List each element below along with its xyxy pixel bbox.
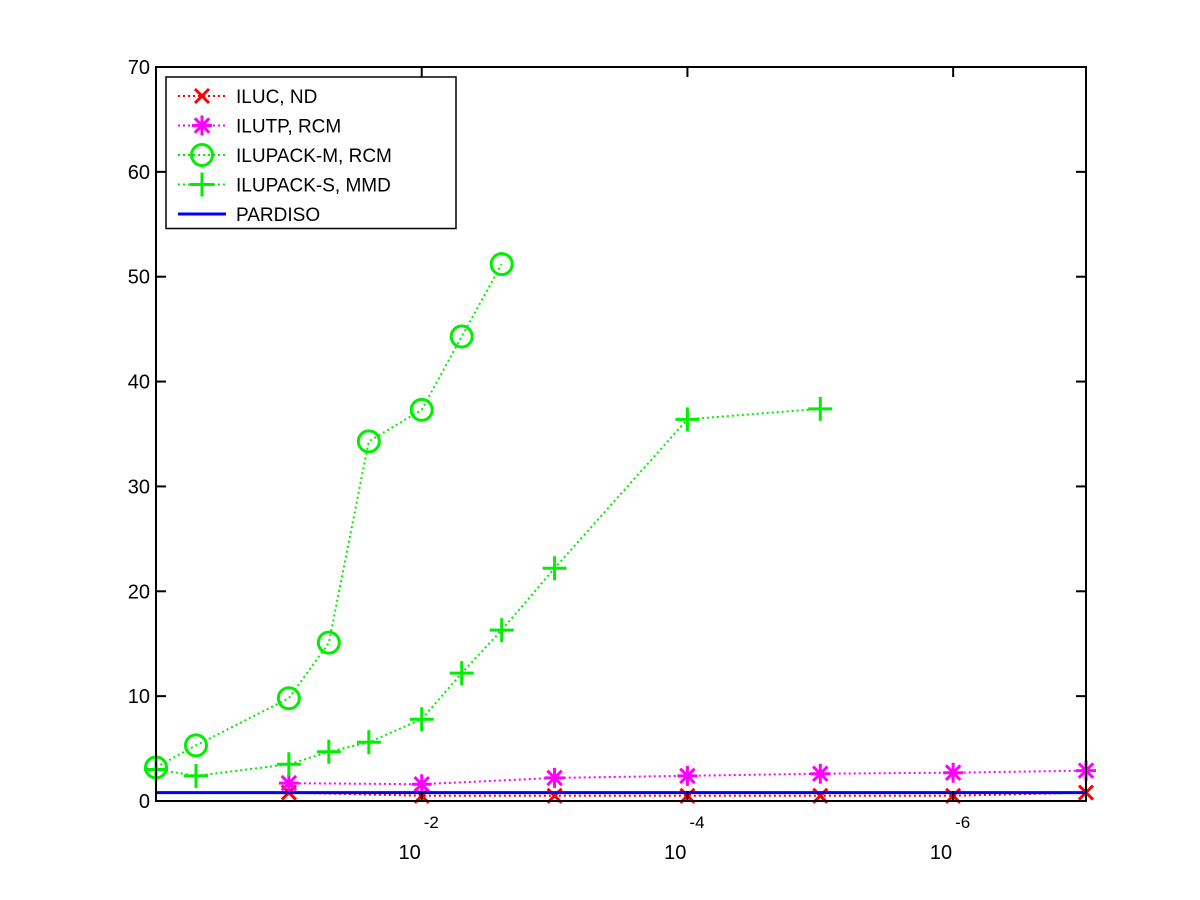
legend: ILUC, ND ILUTP, RCM ILUPACK-M, RCM ILUPACK-… — [165, 76, 457, 230]
y-tick-label: 40 — [128, 372, 150, 394]
data-marker-plus — [449, 661, 474, 686]
data-marker-circle — [356, 429, 381, 454]
data-marker-plus — [675, 407, 700, 432]
data-marker-circle — [449, 324, 474, 349]
data-marker-x — [193, 87, 211, 105]
data-marker-star — [810, 763, 831, 784]
data-marker-plus — [316, 739, 341, 764]
legend-label: ILUPACK-M, RCM — [236, 146, 392, 167]
y-tick-label: 50 — [128, 267, 150, 289]
legend-label: ILUC, ND — [236, 87, 317, 108]
x-tick-base: 10 — [398, 842, 420, 864]
series-ilupack-m-rcm — [144, 252, 514, 780]
x-tick-exponent: -6 — [955, 813, 970, 832]
data-marker-plus — [808, 396, 833, 421]
y-tick-label: 30 — [128, 476, 150, 498]
legend-box — [165, 76, 457, 230]
x-tick-base: 10 — [930, 842, 952, 864]
legend-entry: ILUC, ND — [178, 87, 317, 108]
data-marker-circle — [183, 733, 208, 758]
data-marker-star — [544, 767, 565, 788]
legend-entry: ILUPACK-S, MMD — [178, 172, 391, 197]
data-marker-circle — [489, 252, 514, 277]
data-marker-star — [943, 762, 964, 783]
legend-entry: ILUTP, RCM — [178, 115, 341, 138]
data-marker-plus — [276, 752, 301, 777]
legend-entry: PARDISO — [178, 205, 320, 226]
data-marker-plus — [489, 618, 514, 643]
x-tick-exponent: -2 — [424, 813, 439, 832]
legend-label: PARDISO — [236, 205, 320, 226]
legend-label: ILUPACK-S, MMD — [236, 176, 391, 197]
data-marker-plus — [190, 172, 214, 197]
data-marker-plus — [542, 556, 567, 581]
data-marker-plus — [409, 707, 434, 732]
data-marker-star — [192, 115, 212, 136]
data-marker-circle — [409, 397, 434, 422]
y-tick-label: 70 — [128, 57, 150, 79]
y-tick-label: 0 — [139, 791, 150, 813]
data-marker-plus — [356, 730, 381, 755]
data-marker-circle — [316, 630, 341, 655]
legend-label: ILUTP, RCM — [236, 117, 341, 138]
series-line — [155, 263, 503, 769]
x-tick-base: 10 — [664, 842, 686, 864]
y-tick-label: 10 — [128, 686, 150, 708]
data-marker-plus — [183, 763, 208, 788]
legend-entry: ILUPACK-M, RCM — [178, 143, 392, 167]
data-marker-circle — [190, 143, 214, 167]
y-tick-label: 20 — [128, 581, 150, 603]
x-tick-exponent: -4 — [689, 813, 704, 832]
axes-frame — [155, 66, 1087, 802]
data-marker-circle — [276, 686, 301, 711]
data-marker-star — [411, 774, 432, 795]
data-marker-star — [677, 765, 698, 786]
y-tick-label: 60 — [128, 162, 150, 184]
data-marker-star — [278, 773, 299, 794]
